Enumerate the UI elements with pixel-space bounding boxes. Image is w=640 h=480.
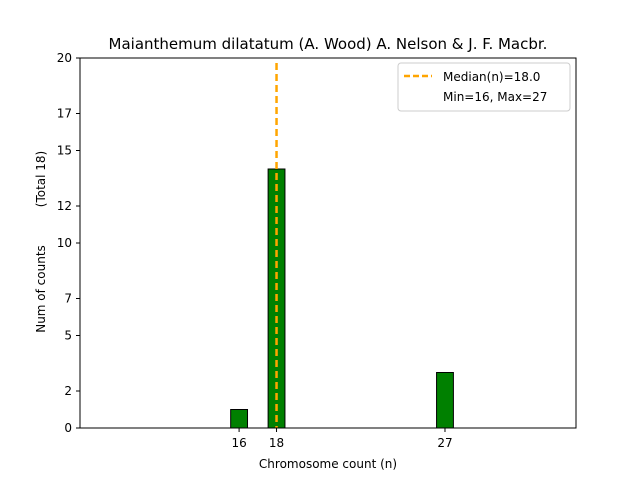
bar-27 bbox=[436, 372, 454, 429]
y-tick-label-2: 2 bbox=[64, 384, 72, 398]
y-tick-label-15: 15 bbox=[57, 144, 72, 158]
y-tick-label-12: 12 bbox=[57, 199, 72, 213]
y-axis-total-note: (Total 18) bbox=[34, 151, 48, 207]
chart-title: Maianthemum dilatatum (A. Wood) A. Nelso… bbox=[109, 35, 548, 53]
x-tick-label-16: 16 bbox=[231, 436, 246, 450]
x-axis-label: Chromosome count (n) bbox=[259, 457, 397, 471]
legend: Median(n)=18.0 Min=16, Max=27 bbox=[397, 62, 571, 112]
y-axis: 0 2 5 7 10 12 15 17 20 bbox=[57, 51, 80, 435]
y-tick-label-5: 5 bbox=[64, 329, 72, 343]
y-tick-label-10: 10 bbox=[57, 236, 72, 250]
plot-frame bbox=[79, 57, 577, 429]
x-axis: 16 18 27 bbox=[231, 428, 453, 450]
bar-16 bbox=[230, 409, 249, 429]
x-tick-label-18: 18 bbox=[269, 436, 284, 450]
y-axis-label: Num of counts bbox=[34, 245, 48, 333]
y-tick-label-17: 17 bbox=[57, 107, 72, 121]
legend-box bbox=[397, 62, 571, 112]
bars bbox=[80, 168, 547, 429]
y-tick-label-7: 7 bbox=[64, 292, 72, 306]
y-tick-label-20: 20 bbox=[57, 51, 72, 65]
legend-median-label: Median(n)=18.0 bbox=[443, 70, 540, 84]
legend-range-label: Min=16, Max=27 bbox=[443, 90, 547, 104]
y-tick-label-0: 0 bbox=[64, 421, 72, 435]
x-tick-label-27: 27 bbox=[437, 436, 452, 450]
